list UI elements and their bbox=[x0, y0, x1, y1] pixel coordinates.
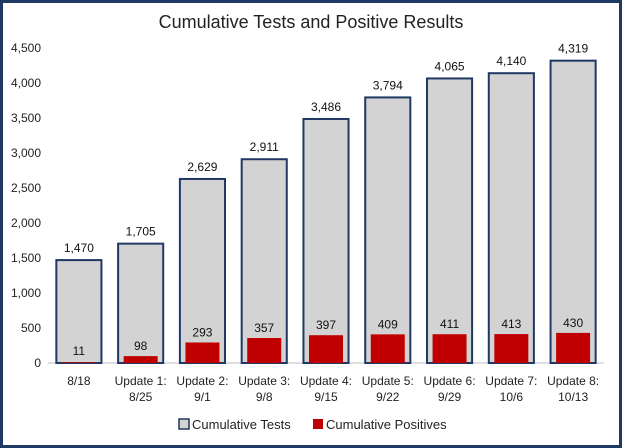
bar-cumulative-tests bbox=[240, 158, 288, 364]
data-label-tests: 2,911 bbox=[250, 140, 279, 154]
bar-cumulative-tests bbox=[178, 177, 226, 364]
bars-layer bbox=[55, 59, 597, 365]
data-label-positives: 411 bbox=[440, 317, 459, 331]
data-label-positives: 413 bbox=[501, 317, 521, 331]
x-category-label: Update 4: bbox=[300, 374, 352, 388]
y-tick-label: 3,500 bbox=[11, 111, 41, 125]
data-label-positives: 293 bbox=[192, 325, 212, 339]
bar-cumulative-tests bbox=[426, 77, 474, 364]
data-label-tests: 4,140 bbox=[496, 54, 526, 68]
data-label-positives: 11 bbox=[73, 344, 86, 358]
y-tick-label: 3,000 bbox=[11, 146, 41, 160]
legend-cumulative-positives-label: Cumulative Positives bbox=[326, 417, 447, 432]
bar-cumulative-positives bbox=[185, 342, 220, 363]
y-tick-label: 4,500 bbox=[11, 41, 41, 55]
x-category-label: Update 1: bbox=[115, 374, 167, 388]
x-category-label: Update 5: bbox=[362, 374, 414, 388]
bar-cumulative-tests bbox=[549, 59, 597, 364]
bar-cumulative-tests bbox=[364, 96, 412, 364]
data-label-tests: 3,794 bbox=[373, 78, 403, 92]
data-label-tests: 1,470 bbox=[64, 241, 94, 255]
data-label-positives: 357 bbox=[254, 321, 274, 335]
data-label-tests: 2,629 bbox=[187, 160, 217, 174]
x-category-label: Update 7: bbox=[485, 374, 537, 388]
bar-cumulative-positives bbox=[556, 332, 591, 363]
x-category-label: Update 2: bbox=[176, 374, 228, 388]
bar-cumulative-positives bbox=[61, 362, 96, 363]
data-label-tests: 1,705 bbox=[126, 225, 156, 239]
data-label-positives: 409 bbox=[378, 317, 398, 331]
y-tick-label: 0 bbox=[34, 356, 41, 370]
bar-cumulative-tests bbox=[117, 242, 165, 364]
axis-layer: 0 500 1,000 1,500 2,000 2,500 3,000 3,500 4,000 4… bbox=[11, 41, 604, 404]
x-category-label: 10/13 bbox=[558, 390, 588, 404]
x-category-label: 9/15 bbox=[314, 390, 338, 404]
y-tick-label: 1,500 bbox=[11, 251, 41, 265]
bar-cumulative-positives bbox=[370, 334, 405, 363]
y-tick-label: 2,500 bbox=[11, 181, 41, 195]
bar-cumulative-positives bbox=[432, 334, 467, 363]
legend-cumulative-positives-swatch bbox=[313, 419, 323, 429]
x-category-label: Update 8: bbox=[547, 374, 599, 388]
y-tick-label: 4,000 bbox=[11, 76, 41, 90]
x-category-label: 9/22 bbox=[376, 390, 400, 404]
x-category-label: Update 6: bbox=[424, 374, 476, 388]
bar-cumulative-positives bbox=[123, 356, 158, 363]
bar-cumulative-tests bbox=[302, 117, 350, 365]
bar-cumulative-tests bbox=[487, 72, 535, 364]
labels-layer: 1,470 11 1,705 98 2,629 293 2,911 357 3,486 397 3,… bbox=[64, 42, 589, 358]
data-label-tests: 3,486 bbox=[311, 100, 341, 114]
data-label-positives: 98 bbox=[134, 339, 148, 353]
y-tick-label: 1,000 bbox=[11, 286, 41, 300]
data-label-tests: 4,319 bbox=[558, 42, 588, 56]
y-tick-label: 2,000 bbox=[11, 216, 41, 230]
y-tick-label: 500 bbox=[21, 321, 41, 335]
x-category-label: 9/8 bbox=[256, 390, 273, 404]
data-label-tests: 4,065 bbox=[435, 59, 465, 73]
x-category-label: 8/18 bbox=[67, 374, 91, 388]
x-category-label: 8/25 bbox=[129, 390, 153, 404]
x-category-label: 10/6 bbox=[500, 390, 524, 404]
bar-cumulative-positives bbox=[494, 334, 529, 363]
legend-cumulative-tests-swatch bbox=[178, 418, 190, 430]
bar-cumulative-positives bbox=[247, 338, 282, 363]
data-label-positives: 397 bbox=[316, 318, 336, 332]
legend: Cumulative Tests Cumulative Positives bbox=[178, 417, 447, 432]
legend-cumulative-tests-label: Cumulative Tests bbox=[192, 417, 291, 432]
data-label-positives: 430 bbox=[563, 316, 583, 330]
x-category-label: Update 3: bbox=[238, 374, 290, 388]
bar-cumulative-positives bbox=[309, 335, 343, 363]
bar-cumulative-tests bbox=[55, 259, 103, 365]
x-category-label: 9/29 bbox=[438, 390, 462, 404]
chart-title: Cumulative Tests and Positive Results bbox=[159, 12, 464, 32]
x-category-label: 9/1 bbox=[194, 390, 211, 404]
